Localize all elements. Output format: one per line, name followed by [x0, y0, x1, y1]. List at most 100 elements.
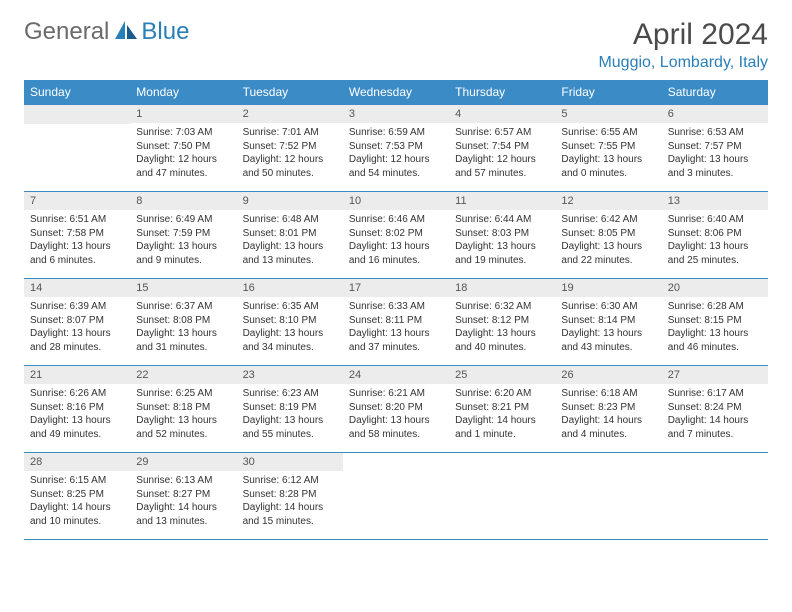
day-sr: Sunrise: 6:59 AM — [349, 126, 443, 140]
day-ss: Sunset: 8:16 PM — [30, 401, 124, 415]
day-details: Sunrise: 6:40 AMSunset: 8:06 PMDaylight:… — [662, 210, 768, 273]
day-ss: Sunset: 8:06 PM — [668, 227, 762, 241]
day-number: 7 — [24, 192, 130, 210]
day-d2: and 6 minutes. — [30, 254, 124, 268]
day-d1: Daylight: 13 hours — [455, 327, 549, 341]
day-sr: Sunrise: 6:40 AM — [668, 213, 762, 227]
day-details: Sunrise: 6:17 AMSunset: 8:24 PMDaylight:… — [662, 384, 768, 447]
day-of-week-header: SundayMondayTuesdayWednesdayThursdayFrid… — [24, 80, 768, 104]
day-cell: 25Sunrise: 6:20 AMSunset: 8:21 PMDayligh… — [449, 366, 555, 452]
day-ss: Sunset: 7:50 PM — [136, 140, 230, 154]
day-d2: and 34 minutes. — [243, 341, 337, 355]
day-ss: Sunset: 7:54 PM — [455, 140, 549, 154]
day-details: Sunrise: 6:46 AMSunset: 8:02 PMDaylight:… — [343, 210, 449, 273]
day-cell: 9Sunrise: 6:48 AMSunset: 8:01 PMDaylight… — [237, 192, 343, 278]
day-cell: 2Sunrise: 7:01 AMSunset: 7:52 PMDaylight… — [237, 105, 343, 191]
day-sr: Sunrise: 6:32 AM — [455, 300, 549, 314]
day-d2: and 52 minutes. — [136, 428, 230, 442]
day-d2: and 4 minutes. — [561, 428, 655, 442]
day-number: 22 — [130, 366, 236, 384]
day-d1: Daylight: 14 hours — [455, 414, 549, 428]
day-d1: Daylight: 13 hours — [455, 240, 549, 254]
day-d2: and 7 minutes. — [668, 428, 762, 442]
day-d2: and 25 minutes. — [668, 254, 762, 268]
day-ss: Sunset: 8:01 PM — [243, 227, 337, 241]
day-number: 23 — [237, 366, 343, 384]
day-ss: Sunset: 8:05 PM — [561, 227, 655, 241]
day-cell: 20Sunrise: 6:28 AMSunset: 8:15 PMDayligh… — [662, 279, 768, 365]
day-ss: Sunset: 7:55 PM — [561, 140, 655, 154]
day-d1: Daylight: 13 hours — [243, 327, 337, 341]
day-d1: Daylight: 13 hours — [561, 240, 655, 254]
day-d1: Daylight: 13 hours — [349, 414, 443, 428]
day-ss: Sunset: 8:15 PM — [668, 314, 762, 328]
dow-saturday: Saturday — [662, 80, 768, 104]
day-cell: 16Sunrise: 6:35 AMSunset: 8:10 PMDayligh… — [237, 279, 343, 365]
day-cell — [24, 105, 130, 191]
day-d2: and 19 minutes. — [455, 254, 549, 268]
day-d2: and 1 minute. — [455, 428, 549, 442]
day-cell: 27Sunrise: 6:17 AMSunset: 8:24 PMDayligh… — [662, 366, 768, 452]
day-ss: Sunset: 8:24 PM — [668, 401, 762, 415]
day-details: Sunrise: 6:20 AMSunset: 8:21 PMDaylight:… — [449, 384, 555, 447]
day-number: 10 — [343, 192, 449, 210]
day-d1: Daylight: 13 hours — [243, 414, 337, 428]
day-ss: Sunset: 8:03 PM — [455, 227, 549, 241]
day-d1: Daylight: 13 hours — [30, 240, 124, 254]
day-number: 18 — [449, 279, 555, 297]
day-details: Sunrise: 6:23 AMSunset: 8:19 PMDaylight:… — [237, 384, 343, 447]
day-details: Sunrise: 6:53 AMSunset: 7:57 PMDaylight:… — [662, 123, 768, 186]
day-sr: Sunrise: 6:37 AM — [136, 300, 230, 314]
day-d2: and 13 minutes. — [243, 254, 337, 268]
day-number: 24 — [343, 366, 449, 384]
day-sr: Sunrise: 6:46 AM — [349, 213, 443, 227]
day-cell: 23Sunrise: 6:23 AMSunset: 8:19 PMDayligh… — [237, 366, 343, 452]
day-cell — [555, 453, 661, 539]
day-sr: Sunrise: 6:44 AM — [455, 213, 549, 227]
day-sr: Sunrise: 6:53 AM — [668, 126, 762, 140]
day-details: Sunrise: 6:13 AMSunset: 8:27 PMDaylight:… — [130, 471, 236, 534]
day-ss: Sunset: 8:12 PM — [455, 314, 549, 328]
day-cell: 11Sunrise: 6:44 AMSunset: 8:03 PMDayligh… — [449, 192, 555, 278]
day-d1: Daylight: 13 hours — [668, 327, 762, 341]
day-sr: Sunrise: 6:33 AM — [349, 300, 443, 314]
day-ss: Sunset: 8:11 PM — [349, 314, 443, 328]
day-details: Sunrise: 6:25 AMSunset: 8:18 PMDaylight:… — [130, 384, 236, 447]
month-title: April 2024 — [598, 18, 768, 52]
dow-wednesday: Wednesday — [343, 80, 449, 104]
day-sr: Sunrise: 6:55 AM — [561, 126, 655, 140]
day-d1: Daylight: 13 hours — [136, 240, 230, 254]
day-number: 15 — [130, 279, 236, 297]
day-details: Sunrise: 6:57 AMSunset: 7:54 PMDaylight:… — [449, 123, 555, 186]
day-cell: 13Sunrise: 6:40 AMSunset: 8:06 PMDayligh… — [662, 192, 768, 278]
day-d1: Daylight: 14 hours — [243, 501, 337, 515]
day-ss: Sunset: 8:25 PM — [30, 488, 124, 502]
day-ss: Sunset: 8:23 PM — [561, 401, 655, 415]
day-d2: and 10 minutes. — [30, 515, 124, 529]
day-ss: Sunset: 8:14 PM — [561, 314, 655, 328]
day-sr: Sunrise: 6:13 AM — [136, 474, 230, 488]
day-sr: Sunrise: 6:25 AM — [136, 387, 230, 401]
day-d1: Daylight: 12 hours — [455, 153, 549, 167]
day-cell — [343, 453, 449, 539]
week-row: 21Sunrise: 6:26 AMSunset: 8:16 PMDayligh… — [24, 365, 768, 452]
week-row: 1Sunrise: 7:03 AMSunset: 7:50 PMDaylight… — [24, 104, 768, 191]
day-details: Sunrise: 6:44 AMSunset: 8:03 PMDaylight:… — [449, 210, 555, 273]
day-sr: Sunrise: 6:15 AM — [30, 474, 124, 488]
day-sr: Sunrise: 7:03 AM — [136, 126, 230, 140]
day-cell — [662, 453, 768, 539]
day-d1: Daylight: 13 hours — [136, 414, 230, 428]
day-d2: and 31 minutes. — [136, 341, 230, 355]
day-d2: and 9 minutes. — [136, 254, 230, 268]
day-ss: Sunset: 7:58 PM — [30, 227, 124, 241]
day-cell: 4Sunrise: 6:57 AMSunset: 7:54 PMDaylight… — [449, 105, 555, 191]
day-ss: Sunset: 7:57 PM — [668, 140, 762, 154]
day-ss: Sunset: 8:28 PM — [243, 488, 337, 502]
day-d2: and 37 minutes. — [349, 341, 443, 355]
day-d1: Daylight: 13 hours — [349, 327, 443, 341]
day-cell: 3Sunrise: 6:59 AMSunset: 7:53 PMDaylight… — [343, 105, 449, 191]
day-d1: Daylight: 13 hours — [561, 153, 655, 167]
day-details: Sunrise: 7:03 AMSunset: 7:50 PMDaylight:… — [130, 123, 236, 186]
day-ss: Sunset: 8:20 PM — [349, 401, 443, 415]
day-number: 5 — [555, 105, 661, 123]
